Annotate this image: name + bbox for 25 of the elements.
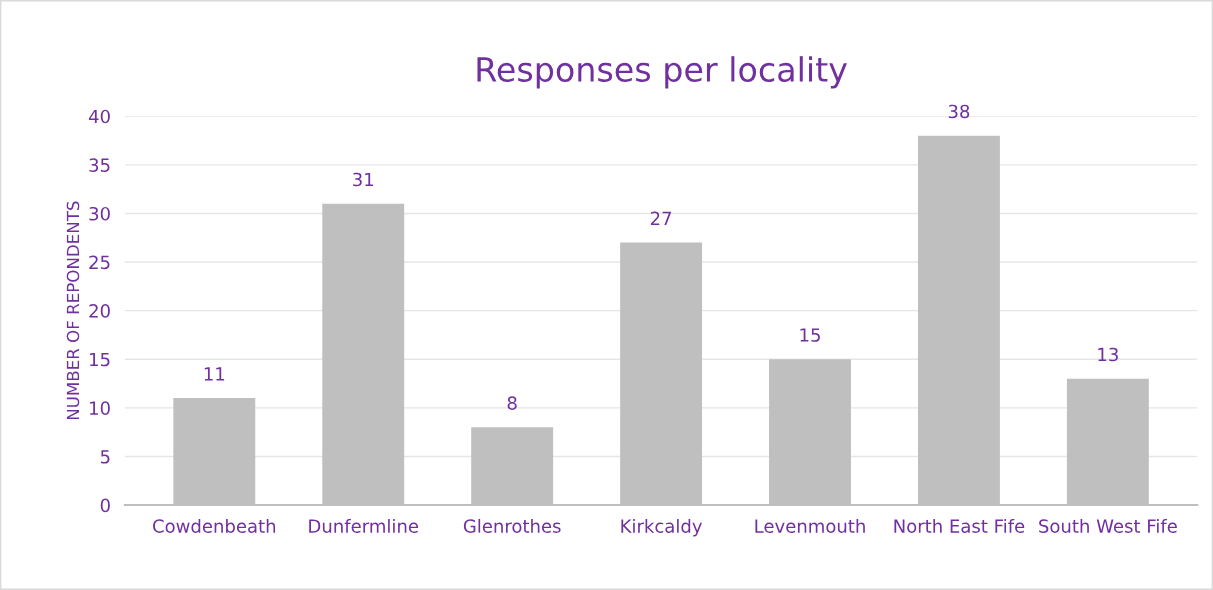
x-tick-label: North East Fife (894, 518, 1025, 533)
y-tick-label: 25 (89, 255, 110, 270)
y-tick-label: 15 (90, 352, 110, 367)
data-label: 31 (353, 172, 374, 187)
chart-title: Responses per locality (477, 56, 847, 89)
y-tick-label: 35 (89, 158, 110, 172)
y-tick-label: 40 (88, 109, 110, 124)
y-tick-label: 0 (100, 498, 110, 513)
x-tick-label: Dunfermline (309, 518, 419, 533)
x-tick-label: Kirkcaldy (621, 518, 702, 537)
y-tick-label: 5 (100, 450, 110, 464)
x-tick-label: Cowdenbeath (153, 518, 276, 533)
y-axis-title: NUMBER OF REPONDENTS (66, 201, 80, 420)
x-tick-label: Glenrothes (463, 518, 561, 533)
x-tick-label: South West Fife (1039, 518, 1177, 533)
y-tick-label: 10 (90, 401, 110, 415)
data-label: 27 (650, 211, 672, 225)
data-label: 11 (204, 367, 225, 381)
data-label: 8 (507, 396, 517, 410)
data-label: 13 (1098, 347, 1118, 362)
data-label: 15 (800, 328, 820, 342)
data-label: 38 (948, 104, 970, 119)
y-tick-label: 30 (89, 206, 110, 221)
x-tick-label: Levenmouth (755, 518, 865, 533)
y-tick-label: 20 (89, 304, 110, 318)
